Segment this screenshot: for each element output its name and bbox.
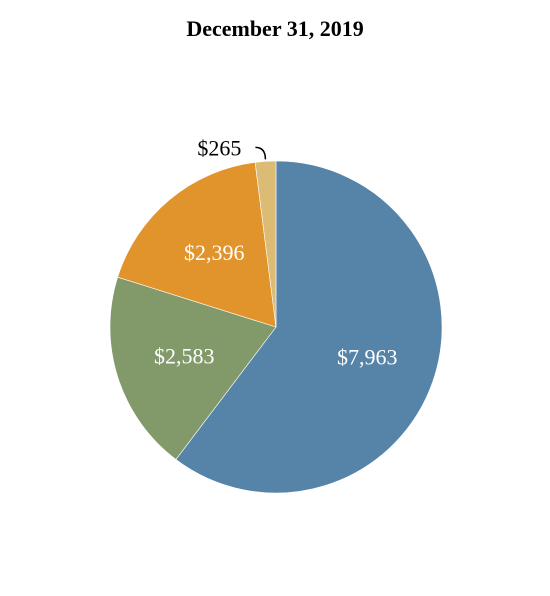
pie-slice-2 [117,161,277,328]
data-label-3: $265 [197,135,241,160]
pie-slice-3 [254,160,277,328]
pie-slice-0 [175,160,443,494]
leader-line-3 [255,146,267,160]
data-label-2: $2,396 [184,240,245,265]
data-label-1: $2,583 [154,343,215,368]
chart-title: December 31, 2019 [186,16,364,41]
pie-slice-1 [109,276,277,460]
data-label-0: $7,963 [337,345,398,370]
